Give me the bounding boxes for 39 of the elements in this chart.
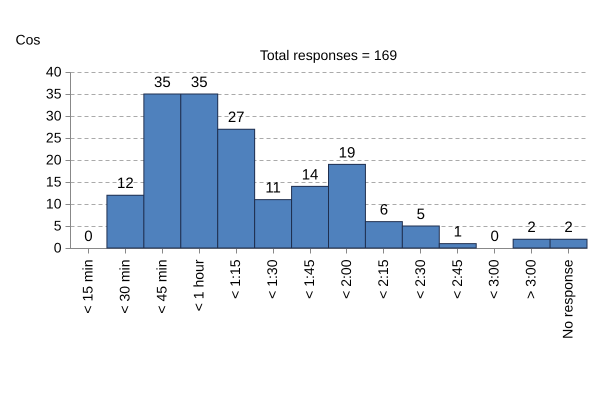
y-tick-label: 15: [46, 174, 62, 190]
x-tick-label: < 1:30: [264, 259, 280, 299]
x-tick-label: < 15 min: [79, 260, 96, 314]
data-label: 14: [302, 166, 318, 184]
x-tick-label: < 2:15: [374, 259, 391, 299]
y-tick-label: 40: [46, 64, 62, 80]
data-label: 0: [490, 228, 499, 245]
data-label: 2: [527, 219, 536, 236]
y-tick-label: 10: [46, 196, 62, 212]
chart-title: Total responses = 169: [260, 47, 398, 63]
y-tick-label: 25: [46, 130, 62, 146]
x-tick-label: < 2:45: [448, 259, 465, 299]
x-tick-label: < 3:00: [486, 259, 502, 299]
x-tick-label: < 30 min: [116, 260, 132, 314]
data-label: 0: [84, 228, 93, 245]
data-label: 19: [338, 144, 356, 162]
data-label: 35: [190, 74, 208, 91]
y-axis-title: Cos: [16, 32, 40, 48]
y-tick-label: 5: [54, 218, 62, 234]
y-tick-label: 20: [46, 152, 62, 168]
x-tick-label: No response: [560, 259, 576, 339]
x-tick-label: < 1 hour: [190, 259, 206, 312]
y-tick-label: 0: [54, 240, 62, 256]
data-label: 6: [380, 202, 388, 219]
data-label: 27: [228, 109, 245, 126]
y-tick-label: 35: [46, 86, 62, 102]
data-label: 35: [154, 74, 171, 91]
data-label: 11: [265, 180, 281, 197]
x-tick-label: < 2:30: [412, 259, 428, 299]
y-tick-label: 30: [46, 108, 62, 124]
data-label: 2: [564, 219, 573, 236]
x-tick-label: > 3:00: [522, 259, 539, 299]
x-tick-label: < 45 min: [153, 260, 170, 314]
data-label: 5: [416, 206, 425, 223]
x-tick-label: < 1:15: [227, 259, 244, 299]
data-label: 1: [454, 224, 462, 241]
x-tick-label: < 2:00: [338, 259, 354, 299]
data-label: 12: [117, 175, 134, 192]
x-tick-label: < 1:45: [301, 259, 318, 299]
